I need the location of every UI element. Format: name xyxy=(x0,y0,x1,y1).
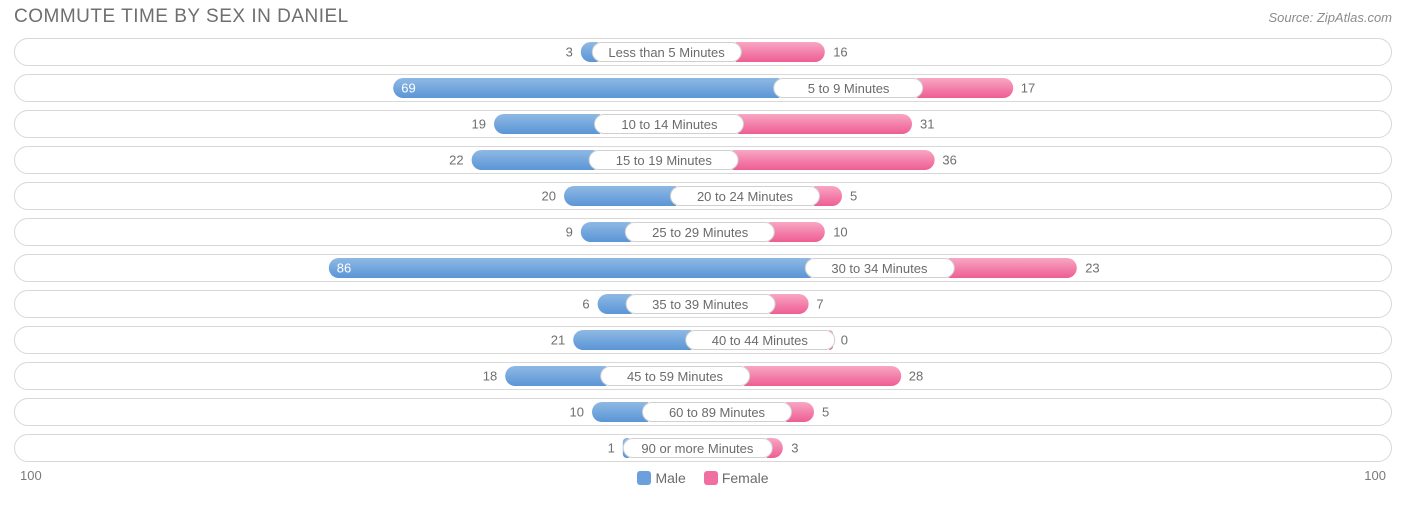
female-bar: 10 xyxy=(769,222,825,242)
female-bar: 23 xyxy=(948,258,1077,278)
chart-area: 3Less than 5 Minutes16695 to 9 Minutes17… xyxy=(0,34,1406,462)
bar-row: 2215 to 19 Minutes36 xyxy=(14,146,1392,174)
bar-row: 3Less than 5 Minutes16 xyxy=(14,38,1392,66)
bar-row: 6 35 to 39 Minutes 7 xyxy=(14,290,1392,318)
bar-row: 695 to 9 Minutes17 xyxy=(14,74,1392,102)
male-value: 6 xyxy=(582,297,597,312)
female-value: 28 xyxy=(901,369,923,384)
male-value: 18 xyxy=(483,369,505,384)
bar-row-inner: 190 or more Minutes3 xyxy=(623,438,783,458)
bar-row: 190 or more Minutes 3 xyxy=(14,434,1392,462)
category-pill: 60 to 89 Minutes xyxy=(642,402,792,422)
female-value: 5 xyxy=(814,405,829,420)
category-pill: 15 to 19 Minutes xyxy=(589,150,739,170)
bar-row-inner: 69 5 to 9 Minutes17 xyxy=(393,78,1013,98)
bar-row-inner: 1910 to 14 Minutes31 xyxy=(494,114,912,134)
category-pill: 20 to 24 Minutes xyxy=(670,186,820,206)
male-bar: 22 xyxy=(472,150,595,170)
category-pill: 25 to 29 Minutes xyxy=(625,222,775,242)
bar-row-inner: 3Less than 5 Minutes16 xyxy=(581,42,825,62)
female-value: 7 xyxy=(808,297,823,312)
legend-item: Male xyxy=(637,470,685,486)
bar-row: 1845 to 59 Minutes28 xyxy=(14,362,1392,390)
bar-row: 1910 to 14 Minutes31 xyxy=(14,110,1392,138)
category-pill: 10 to 14 Minutes xyxy=(594,114,744,134)
male-bar: 19 xyxy=(494,114,600,134)
bar-row-inner: 2140 to 44 Minutes0 xyxy=(573,330,833,350)
chart-source: Source: ZipAtlas.com xyxy=(1268,10,1392,25)
chart-header: COMMUTE TIME BY SEX IN DANIEL Source: Zi… xyxy=(0,0,1406,34)
female-bar: 31 xyxy=(738,114,912,134)
legend-swatch xyxy=(704,471,718,485)
legend-swatch xyxy=(637,471,651,485)
male-value: 3 xyxy=(566,45,581,60)
bar-row: 8630 to 34 Minutes23 xyxy=(14,254,1392,282)
legend: Male Female xyxy=(0,470,1406,486)
male-bar: 21 xyxy=(573,330,691,350)
male-value: 9 xyxy=(566,225,581,240)
male-value: 22 xyxy=(449,153,471,168)
category-pill: 5 to 9 Minutes xyxy=(774,78,924,98)
male-bar: 20 xyxy=(564,186,676,206)
legend-label: Female xyxy=(722,470,769,486)
category-pill: 45 to 59 Minutes xyxy=(600,366,750,386)
male-value: 21 xyxy=(551,333,573,348)
female-bar: 16 xyxy=(736,42,826,62)
female-value: 31 xyxy=(912,117,934,132)
female-bar: 17 xyxy=(918,78,1013,98)
female-value: 16 xyxy=(825,45,847,60)
female-bar: 28 xyxy=(744,366,901,386)
female-value: 3 xyxy=(783,441,798,456)
category-pill: 90 or more Minutes xyxy=(622,438,772,458)
male-bar: 10 xyxy=(592,402,648,422)
legend-item: Female xyxy=(704,470,769,486)
bar-row-inner: 925 to 29 Minutes10 xyxy=(581,222,825,242)
female-value: 36 xyxy=(934,153,956,168)
male-value: 20 xyxy=(542,189,564,204)
category-pill: 30 to 34 Minutes xyxy=(804,258,954,278)
male-value: 19 xyxy=(472,117,494,132)
category-pill: 35 to 39 Minutes xyxy=(625,294,775,314)
bar-row-inner: 1060 to 89 Minutes5 xyxy=(592,402,814,422)
bar-row-inner: 2215 to 19 Minutes36 xyxy=(472,150,935,170)
female-bar: 36 xyxy=(733,150,935,170)
female-value: 5 xyxy=(842,189,857,204)
bar-row: 1060 to 89 Minutes5 xyxy=(14,398,1392,426)
male-value: 10 xyxy=(570,405,592,420)
bar-row-inner: 2020 to 24 Minutes5 xyxy=(564,186,842,206)
chart-footer: 100 100 MaleFemale xyxy=(0,470,1406,486)
male-bar: 9 xyxy=(581,222,631,242)
female-value: 17 xyxy=(1013,81,1035,96)
category-pill: 40 to 44 Minutes xyxy=(685,330,835,350)
bar-row: 925 to 29 Minutes10 xyxy=(14,218,1392,246)
female-value: 10 xyxy=(825,225,847,240)
bar-row: 2140 to 44 Minutes0 xyxy=(14,326,1392,354)
male-bar: 86 xyxy=(329,258,811,278)
female-value: 0 xyxy=(833,333,848,348)
bar-row: 2020 to 24 Minutes5 xyxy=(14,182,1392,210)
category-pill: Less than 5 Minutes xyxy=(592,42,742,62)
male-value: 1 xyxy=(608,441,623,456)
male-bar: 18 xyxy=(505,366,606,386)
bar-row-inner: 1845 to 59 Minutes28 xyxy=(505,366,901,386)
bar-row-inner: 86 30 to 34 Minutes23 xyxy=(329,258,1077,278)
male-value: 69 xyxy=(401,81,415,96)
male-bar: 69 xyxy=(393,78,779,98)
bar-row-inner: 635 to 39 Minutes7 xyxy=(598,294,809,314)
chart-title: COMMUTE TIME BY SEX IN DANIEL xyxy=(14,6,349,28)
female-value: 23 xyxy=(1077,261,1099,276)
legend-label: Male xyxy=(655,470,685,486)
male-value: 86 xyxy=(337,261,351,276)
